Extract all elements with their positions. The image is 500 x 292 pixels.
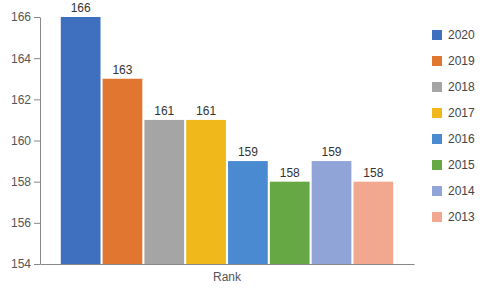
legend-swatch (432, 134, 442, 144)
bar (353, 182, 393, 264)
bar (270, 182, 310, 264)
y-axis: 154 156 158 160 162 164 166 (11, 10, 41, 271)
y-tick-mark (34, 182, 40, 183)
y-tick-label: 160 (11, 134, 31, 148)
x-axis: Rank (41, 265, 415, 285)
plot: 1661631611611591581591581541561581601621… (11, 1, 415, 284)
y-tick-label: 164 (11, 52, 31, 66)
data-label: 158 (363, 166, 383, 180)
legend-label: 2020 (448, 28, 475, 42)
legend-swatch (432, 56, 442, 66)
bar (61, 17, 101, 264)
y-tick-mark (34, 17, 40, 18)
data-label: 163 (112, 63, 132, 77)
y-tick: 156 (11, 216, 40, 230)
legend-swatch (432, 30, 442, 40)
y-axis-line (40, 18, 41, 265)
legend-label: 2013 (448, 210, 475, 224)
y-tick-label: 162 (11, 93, 31, 107)
y-tick-mark (34, 99, 40, 100)
y-tick-label: 156 (11, 216, 31, 230)
y-tick-mark (34, 58, 40, 59)
bar (186, 120, 226, 264)
legend-swatch (432, 186, 442, 196)
bar (312, 161, 352, 264)
x-tick: Rank (213, 270, 242, 284)
data-label: 159 (238, 145, 258, 159)
legend: 2020 2019 2018 2017 2016 2015 2014 2013 (432, 28, 475, 224)
data-label: 166 (71, 1, 91, 15)
data-label: 161 (154, 104, 174, 118)
y-tick: 154 (11, 257, 40, 271)
bar (228, 161, 268, 264)
legend-label: 2017 (448, 106, 475, 120)
legend-swatch (432, 160, 442, 170)
chart: 1661631611611591581591581541561581601621… (0, 0, 500, 292)
y-tick-label: 166 (11, 10, 31, 24)
x-axis-line (41, 264, 415, 265)
legend-label: 2016 (448, 132, 475, 146)
y-tick: 164 (11, 52, 40, 66)
legend-label: 2014 (448, 184, 475, 198)
data-label: 161 (196, 104, 216, 118)
x-tick-label: Rank (213, 270, 242, 284)
legend-label: 2018 (448, 80, 475, 94)
y-tick: 162 (11, 93, 40, 107)
y-tick: 160 (11, 134, 40, 148)
y-tick-label: 154 (11, 257, 31, 271)
bars (61, 17, 393, 264)
legend-swatch (432, 212, 442, 222)
y-tick: 158 (11, 175, 40, 189)
data-label: 159 (322, 145, 342, 159)
y-tick-mark (34, 264, 40, 265)
data-label: 158 (280, 166, 300, 180)
y-tick-mark (34, 141, 40, 142)
y-tick-label: 158 (11, 175, 31, 189)
bar (103, 79, 143, 264)
y-tick-mark (34, 223, 40, 224)
legend-swatch (432, 82, 442, 92)
y-tick: 166 (11, 10, 40, 24)
legend-label: 2015 (448, 158, 475, 172)
legend-label: 2019 (448, 54, 475, 68)
bar (144, 120, 184, 264)
data-labels: 166 163 161 161 159 158 159 158 (71, 1, 384, 180)
legend-swatch (432, 108, 442, 118)
